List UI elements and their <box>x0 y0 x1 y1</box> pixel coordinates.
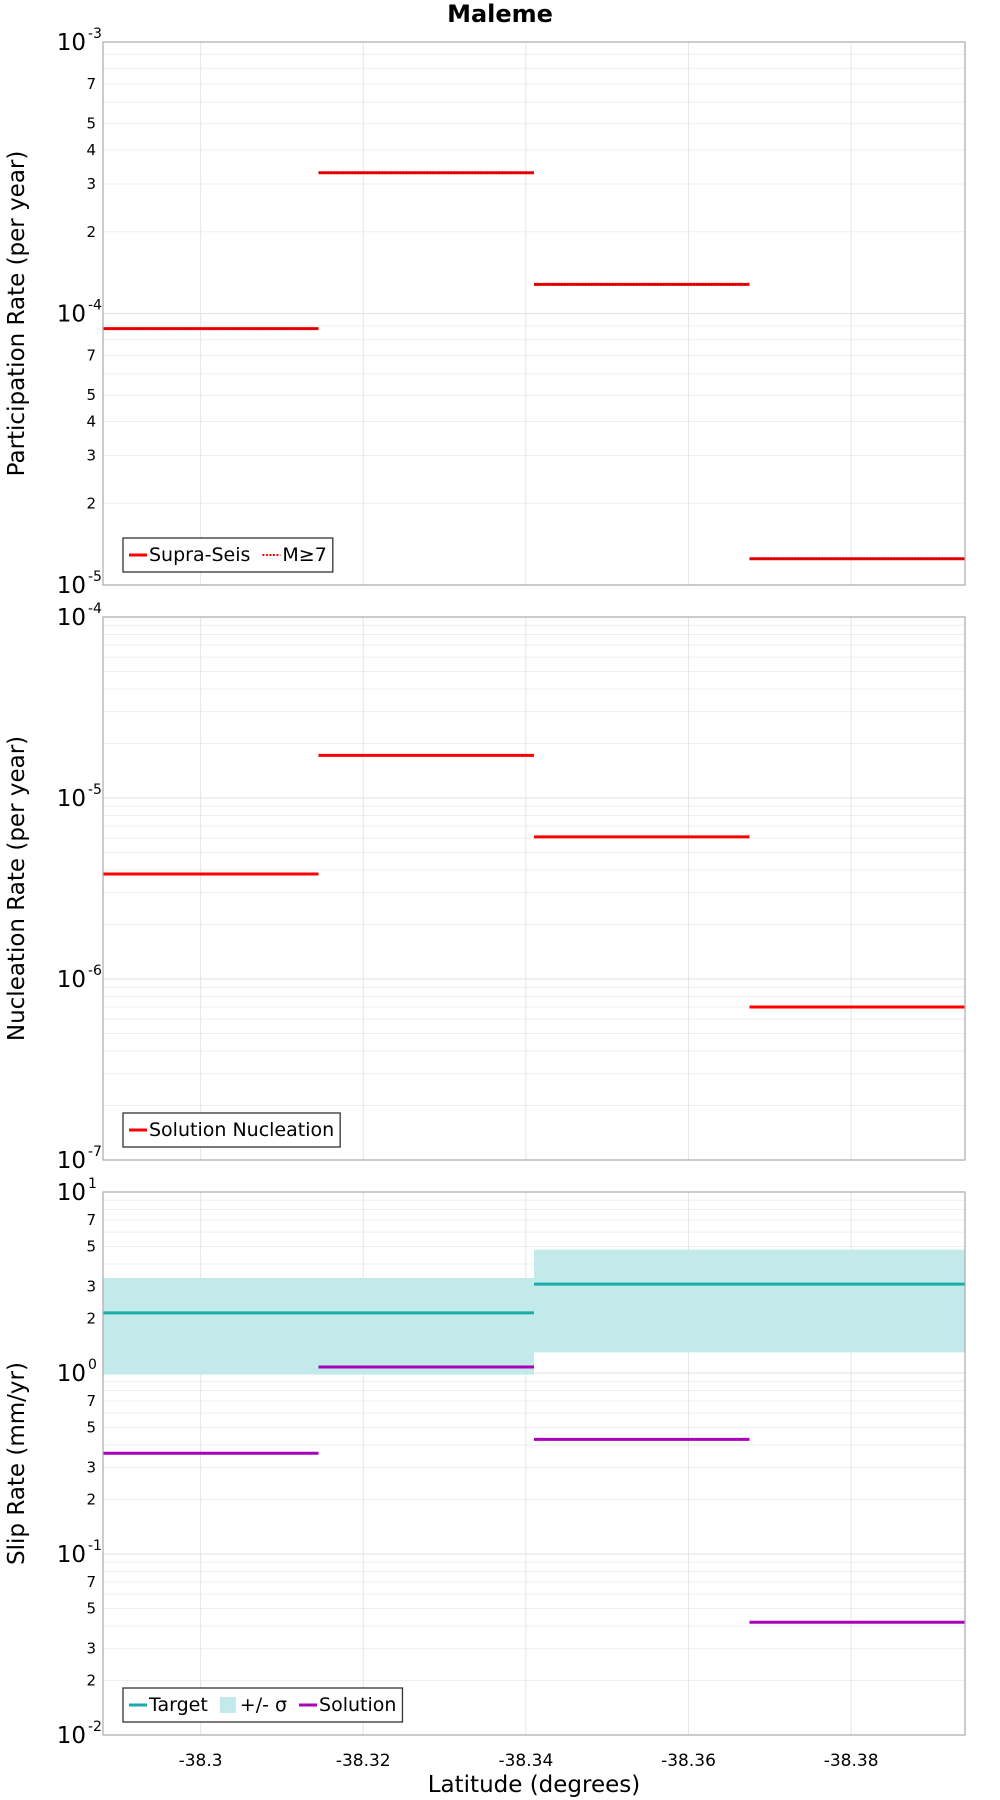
legend-label: Solution Nucleation <box>149 1119 334 1141</box>
y-minor-tick-label: 7 <box>86 75 96 93</box>
y-minor-tick-label: 2 <box>86 223 96 241</box>
y-minor-tick-label: 7 <box>86 1392 96 1410</box>
legend-label: Solution <box>319 1694 396 1716</box>
y-tick-label-base: 10 <box>57 302 86 328</box>
legend-label: +/- σ <box>240 1694 287 1716</box>
chart-title: Maleme <box>447 0 553 28</box>
plot-frame-0 <box>102 41 966 586</box>
y-axis-label: Nucleation Rate (per year) <box>4 736 30 1041</box>
y-tick-label-base: 10 <box>57 605 86 631</box>
y-tick-label-base: 10 <box>57 1361 86 1387</box>
y-axis-label: Slip Rate (mm/yr) <box>4 1362 30 1565</box>
legend-swatch <box>219 1697 236 1713</box>
x-tick-label: -38.32 <box>336 1751 391 1771</box>
sigma-band <box>534 1249 965 1353</box>
y-tick-label-base: 10 <box>57 1148 86 1174</box>
y-tick-label-base: 10 <box>57 1542 86 1568</box>
y-tick-label-base: 10 <box>57 967 86 993</box>
y-minor-tick-label: 5 <box>86 115 96 133</box>
plot-area-1 <box>103 617 965 1160</box>
y-minor-tick-label: 2 <box>86 1310 96 1328</box>
y-tick-label-base: 10 <box>57 1723 86 1749</box>
x-tick-label: -38.3 <box>179 1751 223 1771</box>
y-minor-tick-label: 7 <box>86 347 96 365</box>
x-axis-label: Latitude (degrees) <box>428 1772 641 1798</box>
y-axis-label: Participation Rate (per year) <box>4 151 30 477</box>
y-tick-label-exponent: 0 <box>88 1357 97 1373</box>
y-tick-label-base: 10 <box>57 1180 86 1206</box>
y-minor-tick-label: 3 <box>86 1459 96 1477</box>
y-tick-label-exponent: -6 <box>88 963 102 979</box>
y-tick-label-base: 10 <box>57 30 86 56</box>
legend-label: M≥7 <box>282 544 326 566</box>
legend-box <box>122 1112 341 1148</box>
y-minor-tick-label: 5 <box>86 1418 96 1436</box>
y-minor-tick-label: 2 <box>86 1672 96 1690</box>
y-minor-tick-label: 5 <box>86 386 96 404</box>
y-minor-tick-label: 2 <box>86 1491 96 1509</box>
legend-label: Target <box>148 1694 208 1716</box>
y-minor-tick-label: 5 <box>86 1237 96 1255</box>
y-tick-label-exponent: -4 <box>88 298 102 314</box>
x-tick-label: -38.38 <box>824 1751 879 1771</box>
y-minor-tick-label: 4 <box>86 413 96 431</box>
y-minor-tick-label: 3 <box>86 1640 96 1658</box>
y-tick-label-exponent: 1 <box>88 1176 97 1192</box>
y-tick-label-exponent: -4 <box>88 601 102 617</box>
y-minor-tick-label: 3 <box>86 175 96 193</box>
y-tick-label-exponent: -7 <box>88 1144 102 1160</box>
y-minor-tick-label: 4 <box>86 141 96 159</box>
y-tick-label-exponent: -3 <box>88 26 102 42</box>
y-tick-label-exponent: -5 <box>88 569 102 585</box>
y-tick-label-exponent: -2 <box>88 1719 102 1735</box>
legend-label: Supra-Seis <box>149 544 250 566</box>
y-minor-tick-label: 7 <box>86 1211 96 1229</box>
sigma-band <box>103 1277 534 1375</box>
x-tick-label: -38.36 <box>661 1751 716 1771</box>
y-tick-label-exponent: -1 <box>88 1538 102 1554</box>
x-tick-label: -38.34 <box>498 1751 553 1771</box>
y-minor-tick-label: 5 <box>86 1599 96 1617</box>
plot-frame-2 <box>102 1191 966 1736</box>
y-tick-label-base: 10 <box>57 786 86 812</box>
y-tick-label-exponent: -5 <box>88 782 102 798</box>
legend-box <box>122 537 334 573</box>
plot-frame-1 <box>102 616 966 1161</box>
y-minor-tick-label: 2 <box>86 494 96 512</box>
y-minor-tick-label: 3 <box>86 1278 96 1296</box>
y-minor-tick-label: 7 <box>86 1573 96 1591</box>
y-tick-label-base: 10 <box>57 573 86 599</box>
legend-box <box>122 1687 404 1723</box>
y-minor-tick-label: 3 <box>86 446 96 464</box>
